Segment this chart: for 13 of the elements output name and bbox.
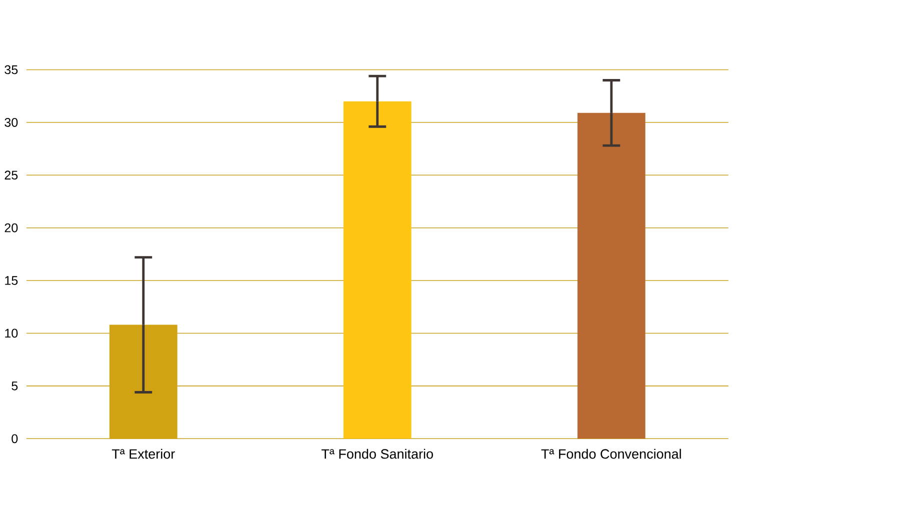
y-tick-label: 25 — [4, 170, 18, 180]
bar — [343, 101, 412, 439]
y-tick-label: 20 — [4, 223, 18, 232]
x-tick-label: Tª Fondo Sanitario — [322, 448, 433, 459]
y-tick-label: 10 — [5, 328, 18, 338]
x-tick-label: Tª Fondo Convencional — [541, 448, 681, 459]
y-tick-label: 30 — [4, 118, 18, 127]
y-tick-label: 0 — [12, 434, 18, 444]
y-tick-label: 35 — [4, 65, 18, 74]
bar — [577, 112, 646, 439]
x-tick-label: Tª Exterior — [112, 448, 175, 459]
y-tick-label: 15 — [5, 276, 18, 285]
y-tick-label: 5 — [12, 382, 18, 390]
